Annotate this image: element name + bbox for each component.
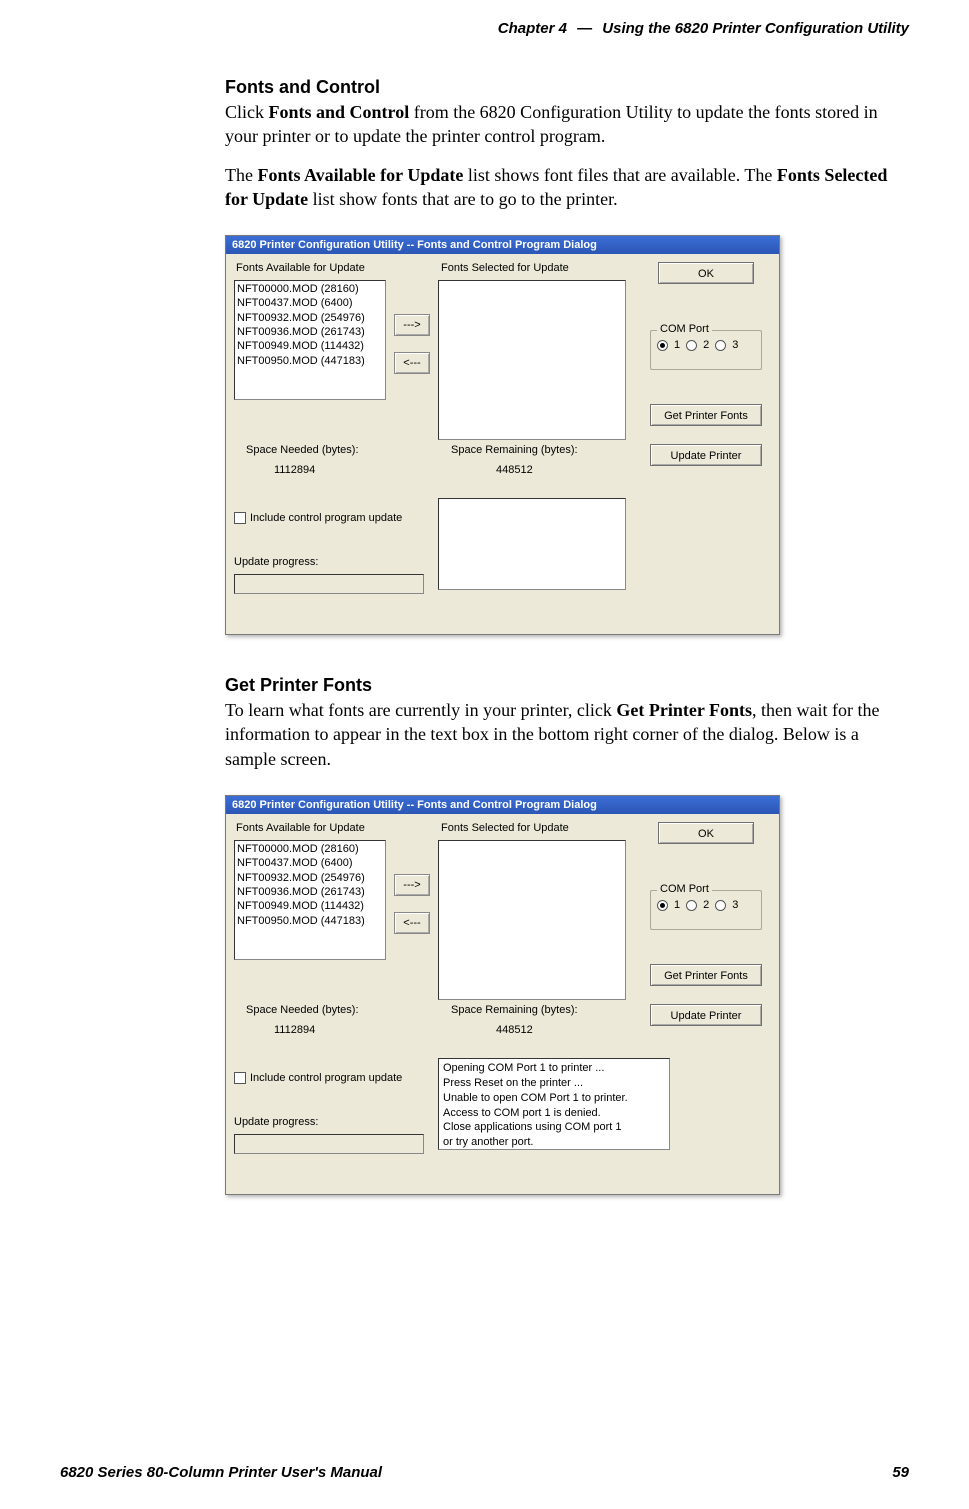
text-run: list show fonts that are to go to the pr… bbox=[308, 189, 617, 209]
listbox-fonts-selected[interactable] bbox=[438, 840, 626, 1000]
update-printer-button[interactable]: Update Printer bbox=[650, 1004, 762, 1026]
move-right-button[interactable]: ---> bbox=[394, 314, 430, 336]
status-textbox bbox=[438, 498, 626, 590]
com-port-radio-3[interactable] bbox=[715, 340, 726, 351]
include-control-checkbox-row[interactable]: Include control program update bbox=[234, 1072, 402, 1084]
list-item[interactable]: NFT00000.MOD (28160) bbox=[237, 842, 383, 856]
label-space-needed: Space Needed (bytes): bbox=[246, 1004, 359, 1016]
list-item[interactable]: NFT00936.MOD (261743) bbox=[237, 885, 383, 899]
list-item[interactable]: NFT00932.MOD (254976) bbox=[237, 311, 383, 325]
fonts-control-para2: The Fonts Available for Update list show… bbox=[225, 163, 904, 212]
label-space-remaining: Space Remaining (bytes): bbox=[451, 444, 578, 456]
footer-manual-title: 6820 Series 80-Column Printer User's Man… bbox=[60, 1464, 382, 1481]
label-update-progress: Update progress: bbox=[234, 1116, 318, 1128]
fonts-control-dialog-1: 6820 Printer Configuration Utility -- Fo… bbox=[225, 235, 780, 635]
label-update-progress: Update progress: bbox=[234, 556, 318, 568]
move-right-button[interactable]: ---> bbox=[394, 874, 430, 896]
list-item[interactable]: NFT00950.MOD (447183) bbox=[237, 914, 383, 928]
com-port-radio-2[interactable] bbox=[686, 340, 697, 351]
move-left-button[interactable]: <--- bbox=[394, 352, 430, 374]
label-space-remaining: Space Remaining (bytes): bbox=[451, 1004, 578, 1016]
get-fonts-para: To learn what fonts are currently in you… bbox=[225, 698, 904, 771]
label-fonts-available: Fonts Available for Update bbox=[236, 262, 365, 274]
com-port-legend: COM Port bbox=[657, 883, 712, 895]
move-left-button[interactable]: <--- bbox=[394, 912, 430, 934]
progress-bar bbox=[234, 574, 424, 594]
com-port-group: COM Port 1 2 3 bbox=[650, 890, 762, 930]
com-port-radio-1[interactable] bbox=[657, 900, 668, 911]
include-control-label: Include control program update bbox=[250, 1072, 402, 1084]
include-control-checkbox[interactable] bbox=[234, 1072, 246, 1084]
include-control-checkbox[interactable] bbox=[234, 512, 246, 524]
list-item[interactable]: NFT00932.MOD (254976) bbox=[237, 871, 383, 885]
label-space-needed: Space Needed (bytes): bbox=[246, 444, 359, 456]
get-printer-fonts-button[interactable]: Get Printer Fonts bbox=[650, 404, 762, 426]
ok-button[interactable]: OK bbox=[658, 822, 754, 844]
list-item[interactable]: NFT00936.MOD (261743) bbox=[237, 325, 383, 339]
com-port-legend: COM Port bbox=[657, 323, 712, 335]
text-run: list shows font files that are available… bbox=[463, 165, 777, 185]
section-heading-get-fonts: Get Printer Fonts bbox=[225, 675, 904, 696]
text-run-bold: Fonts and Control bbox=[269, 102, 410, 122]
list-item[interactable]: NFT00950.MOD (447183) bbox=[237, 354, 383, 368]
com-port-radio-1[interactable] bbox=[657, 340, 668, 351]
ok-button[interactable]: OK bbox=[658, 262, 754, 284]
value-space-needed: 1112894 bbox=[274, 464, 315, 476]
list-item[interactable]: NFT00437.MOD (6400) bbox=[237, 856, 383, 870]
value-space-remaining: 448512 bbox=[496, 464, 533, 476]
com-port-group: COM Port 1 2 3 bbox=[650, 330, 762, 370]
label-fonts-selected: Fonts Selected for Update bbox=[441, 262, 569, 274]
list-item[interactable]: NFT00949.MOD (114432) bbox=[237, 339, 383, 353]
dialog-titlebar: 6820 Printer Configuration Utility -- Fo… bbox=[226, 236, 779, 254]
value-space-remaining: 448512 bbox=[496, 1024, 533, 1036]
list-item[interactable]: NFT00000.MOD (28160) bbox=[237, 282, 383, 296]
progress-bar bbox=[234, 1134, 424, 1154]
page-header: Chapter 4 — Using the 6820 Printer Confi… bbox=[60, 20, 909, 37]
status-textbox: Opening COM Port 1 to printer ... Press … bbox=[438, 1058, 670, 1150]
com-port-label-3: 3 bbox=[732, 339, 738, 351]
label-fonts-selected: Fonts Selected for Update bbox=[441, 822, 569, 834]
com-port-label-2: 2 bbox=[703, 339, 709, 351]
update-printer-button[interactable]: Update Printer bbox=[650, 444, 762, 466]
text-run-bold: Get Printer Fonts bbox=[616, 700, 752, 720]
list-item[interactable]: NFT00949.MOD (114432) bbox=[237, 899, 383, 913]
com-port-radio-2[interactable] bbox=[686, 900, 697, 911]
header-separator: — bbox=[577, 20, 592, 37]
chapter-title: Using the 6820 Printer Configuration Uti… bbox=[602, 20, 909, 37]
text-run: To learn what fonts are currently in you… bbox=[225, 700, 616, 720]
list-item[interactable]: NFT00437.MOD (6400) bbox=[237, 296, 383, 310]
include-control-label: Include control program update bbox=[250, 512, 402, 524]
text-run-bold: Fonts Available for Update bbox=[257, 165, 463, 185]
listbox-fonts-selected[interactable] bbox=[438, 280, 626, 440]
fonts-control-dialog-2: 6820 Printer Configuration Utility -- Fo… bbox=[225, 795, 780, 1195]
dialog-titlebar: 6820 Printer Configuration Utility -- Fo… bbox=[226, 796, 779, 814]
page-footer: 6820 Series 80-Column Printer User's Man… bbox=[60, 1464, 909, 1481]
com-port-label-2: 2 bbox=[703, 899, 709, 911]
com-port-label-1: 1 bbox=[674, 899, 680, 911]
include-control-checkbox-row[interactable]: Include control program update bbox=[234, 512, 402, 524]
listbox-fonts-available[interactable]: NFT00000.MOD (28160) NFT00437.MOD (6400)… bbox=[234, 840, 386, 960]
listbox-fonts-available[interactable]: NFT00000.MOD (28160) NFT00437.MOD (6400)… bbox=[234, 280, 386, 400]
get-printer-fonts-button[interactable]: Get Printer Fonts bbox=[650, 964, 762, 986]
fonts-control-para1: Click Fonts and Control from the 6820 Co… bbox=[225, 100, 904, 149]
com-port-label-1: 1 bbox=[674, 339, 680, 351]
value-space-needed: 1112894 bbox=[274, 1024, 315, 1036]
com-port-radio-3[interactable] bbox=[715, 900, 726, 911]
footer-page-number: 59 bbox=[892, 1464, 909, 1481]
com-port-label-3: 3 bbox=[732, 899, 738, 911]
section-heading-fonts-control: Fonts and Control bbox=[225, 77, 904, 98]
text-run: Click bbox=[225, 102, 269, 122]
label-fonts-available: Fonts Available for Update bbox=[236, 822, 365, 834]
chapter-label: Chapter 4 bbox=[498, 20, 567, 37]
text-run: The bbox=[225, 165, 257, 185]
